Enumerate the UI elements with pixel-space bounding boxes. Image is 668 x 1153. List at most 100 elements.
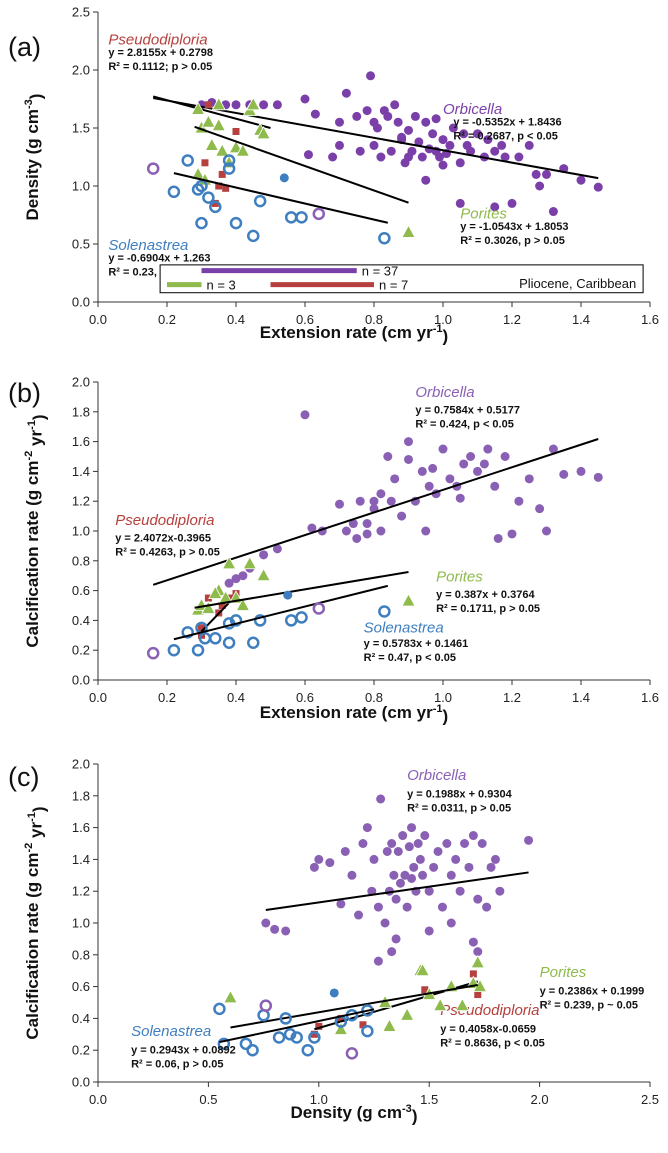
data-point [576,175,586,185]
data-point [445,140,455,150]
data-point [397,132,407,142]
data-point [433,846,443,856]
data-point [272,544,282,554]
data-point [146,162,160,175]
x-tick-label: 1.6 [641,690,659,705]
data-point [437,902,447,912]
x-tick-label: 0.2 [158,312,176,327]
series-name-label: Solenastrea [364,619,444,636]
data-point [217,1037,231,1051]
data-point [223,989,238,1004]
data-point [428,129,438,139]
data-point [535,181,545,191]
data-point [524,140,534,150]
data-point [514,152,524,162]
data-point [507,198,517,208]
trend-line [173,584,389,641]
data-point [307,523,317,533]
data-point [376,794,386,804]
data-point [404,125,413,135]
trend-line [153,97,599,180]
data-point [355,146,365,156]
data-point [402,902,412,912]
legend-count: n = 3 [207,278,236,293]
data-point [218,602,226,609]
x-tick-label: 0.8 [365,690,383,705]
y-tick-label: 0.8 [72,553,90,568]
data-point [362,106,372,116]
trend-line [194,125,409,204]
data-point [420,831,430,841]
data-point [242,555,257,570]
series-orbicella: Orbicella y = 0.7584x + 0.5177 R² = 0.424,… [152,384,603,588]
regression-equation: y = 2.4072x-0.3965 [115,532,211,544]
regression-stats: R² = 0.1711, p > 0.05 [436,603,540,615]
data-point [417,152,427,162]
data-point [359,1021,367,1029]
data-point [409,862,419,872]
y-tick-label: 0.6 [72,583,90,598]
data-point [466,146,476,156]
data-point [341,526,351,536]
data-point [500,452,510,461]
data-point [373,956,383,966]
data-point [224,578,234,588]
y-tick-label: 1.6 [72,434,90,449]
data-point [445,474,455,484]
data-point [393,846,403,856]
data-point [418,870,428,880]
y-axis-label: Density (g cm-3) [23,94,45,221]
data-point [352,111,362,121]
data-point [455,997,470,1012]
data-point [283,590,293,600]
data-point [369,854,379,864]
x-tick-label: 0.6 [296,690,314,705]
y-tick-label: 1.4 [72,464,90,479]
y-tick-label: 2.5 [72,5,90,20]
data-point [559,469,569,479]
y-tick-label: 2.0 [72,375,90,390]
data-point [446,918,456,928]
data-point [404,454,413,464]
data-point [259,550,269,560]
data-point [303,150,313,160]
data-point [438,160,448,170]
data-point [474,991,482,999]
series-name-label: Porites [436,569,483,586]
trend-line [265,871,529,912]
series-porites: Porites y = 0.2386x + 0.1999 R² = 0.239, p… [223,954,644,1035]
x-tick-label: 0.0 [89,690,107,705]
regression-stats: R² = 0.2687, p < 0.05 [453,131,558,143]
data-point [507,529,517,539]
data-point [378,231,391,245]
data-point [376,152,386,162]
data-point [428,463,438,473]
data-point [312,602,326,615]
data-point [247,636,260,649]
series-porites: Porites y = 0.387x + 0.3764 R² = 0.1711, p… [190,555,540,616]
data-point [429,862,439,872]
data-point [352,533,362,543]
data-point [404,437,413,447]
data-point [310,109,320,119]
data-point [455,493,465,503]
data-point [479,459,489,469]
data-point [190,101,206,115]
data-point [201,114,216,128]
data-point [421,175,431,185]
data-point [490,481,500,491]
series-name-label: Pseudodiploria [115,512,214,529]
data-point [367,886,377,896]
data-point [477,839,487,848]
data-point [548,444,558,454]
data-point [438,444,448,454]
regression-stats: R² = 0.0311, p > 0.05 [407,802,511,814]
data-point [213,1002,226,1016]
data-point [493,533,503,543]
data-point [455,158,465,168]
panel-label: (a) [8,32,41,62]
data-point [329,988,339,998]
data-point [593,182,603,192]
